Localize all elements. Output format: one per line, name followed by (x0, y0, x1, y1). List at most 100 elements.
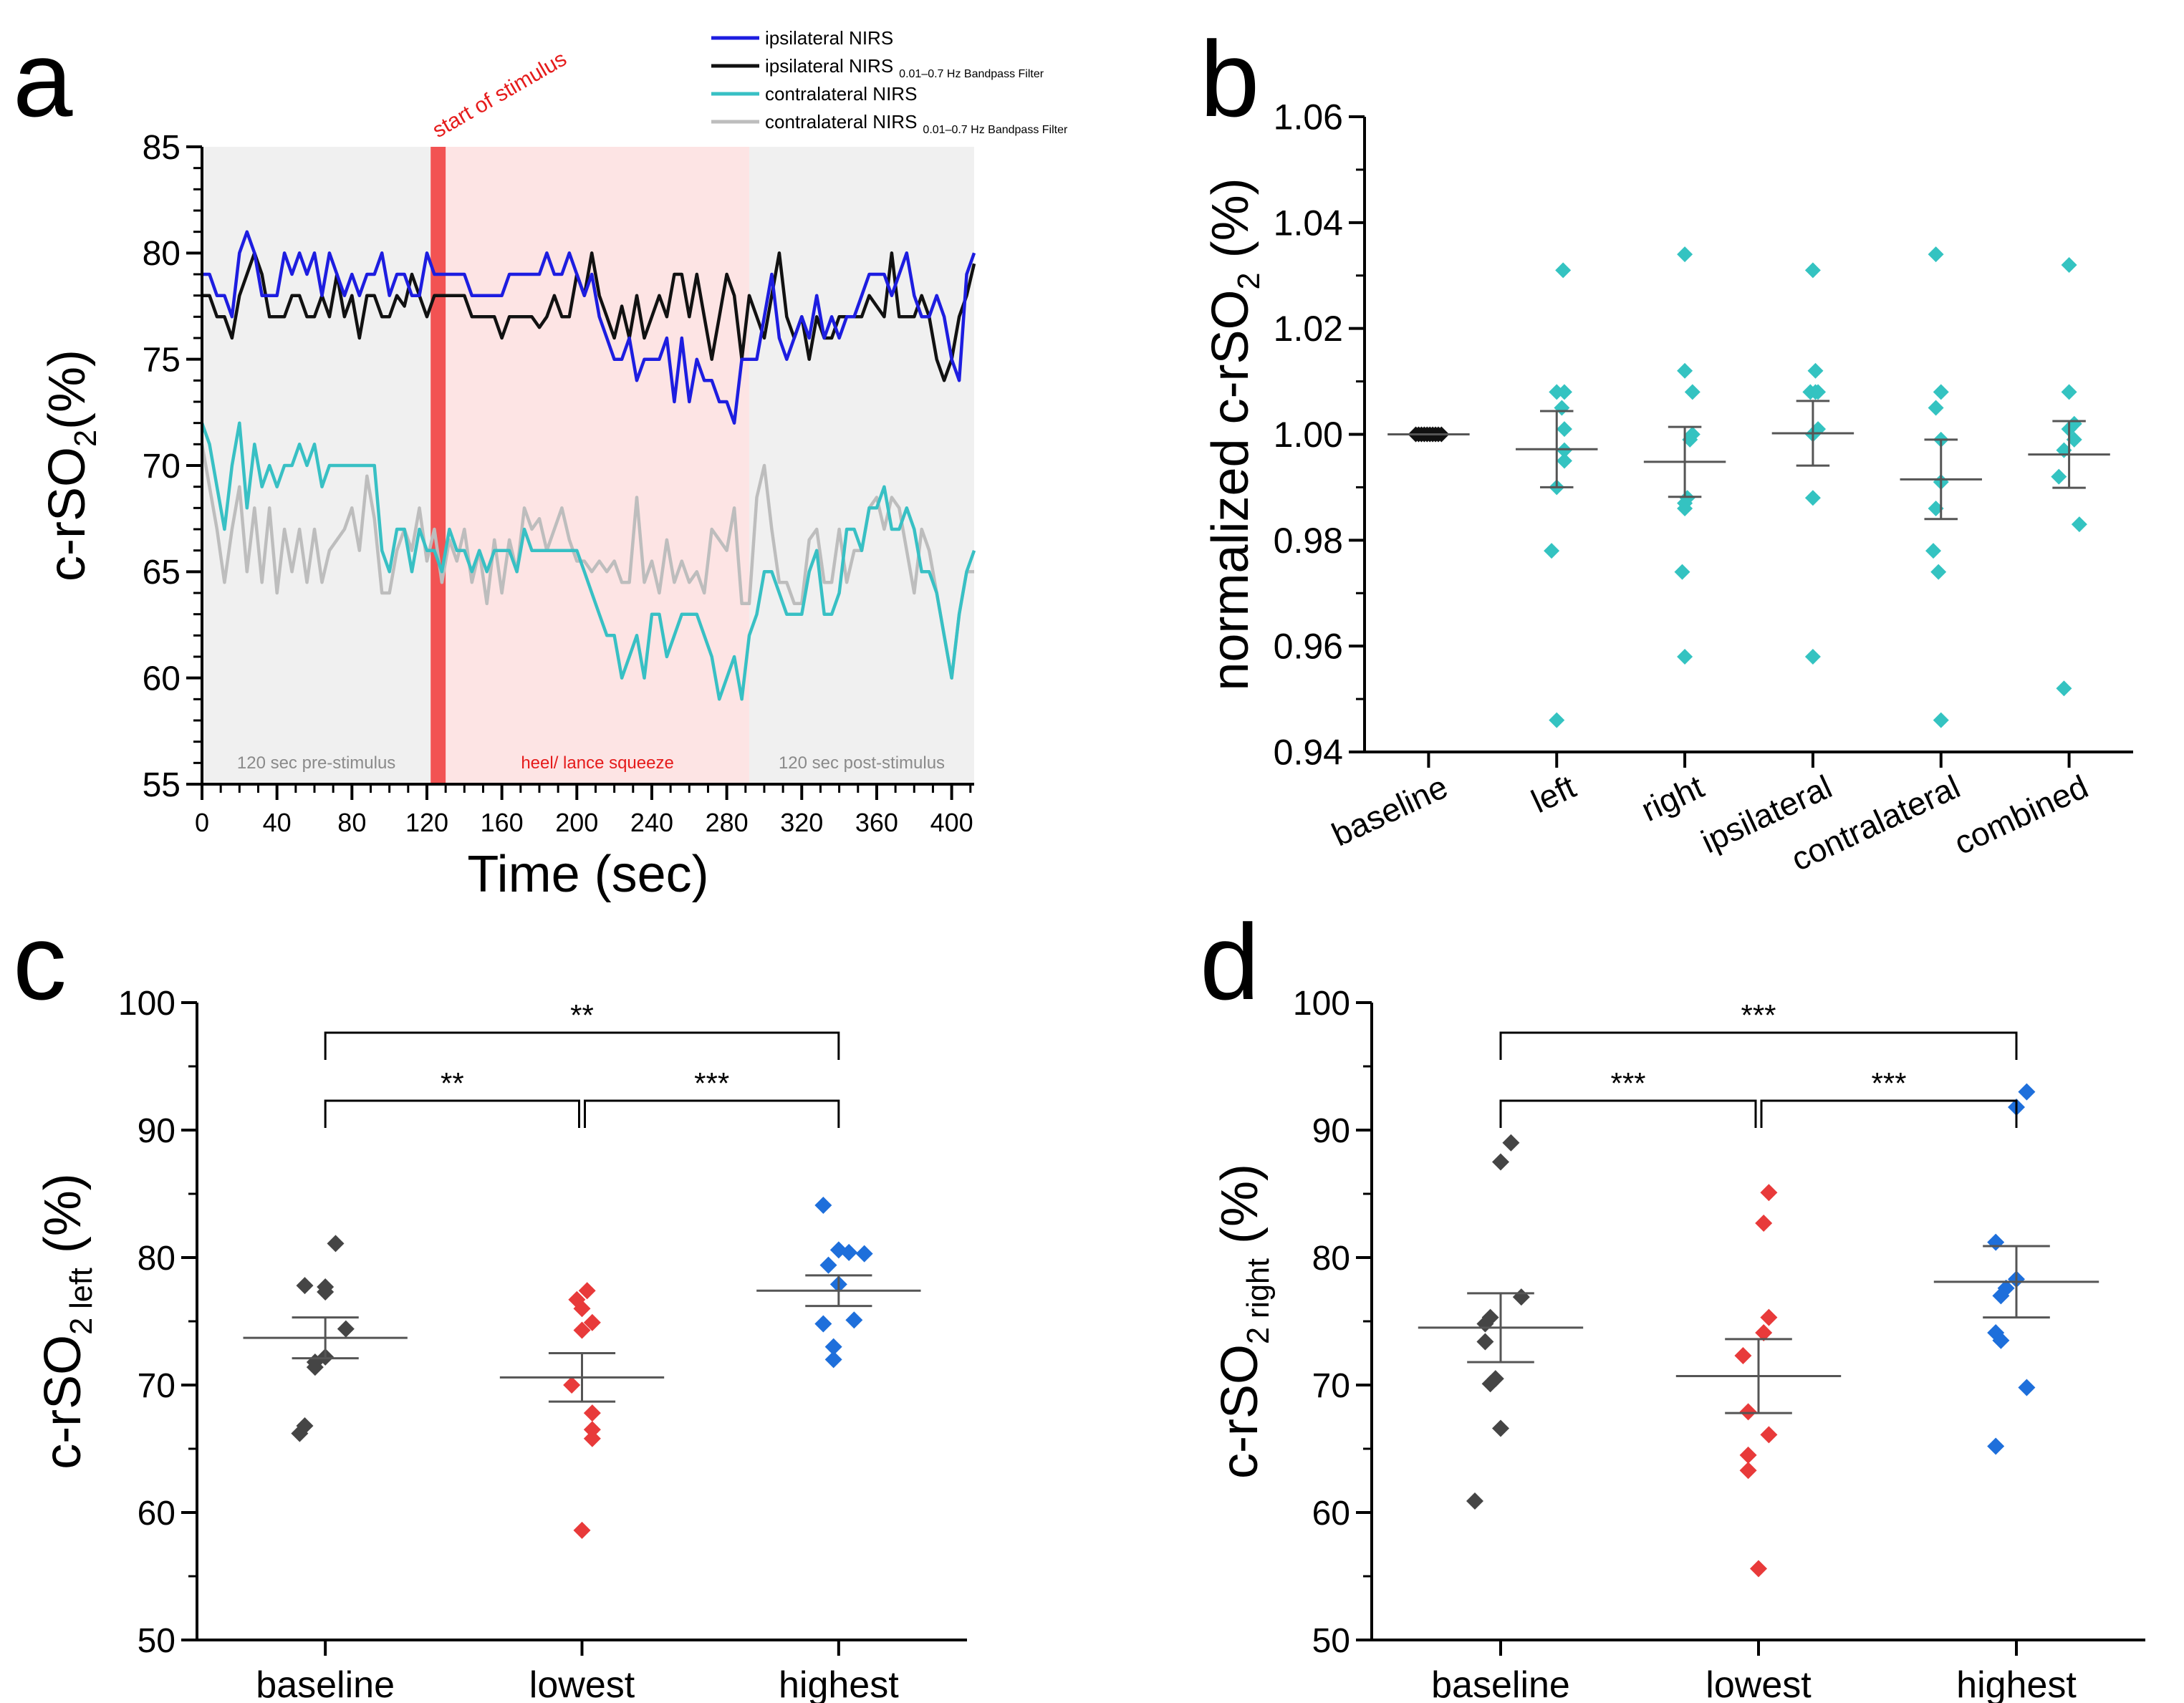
c-y-axis-title-rest: (%) (34, 1173, 92, 1268)
b-point-combined (2061, 256, 2077, 273)
d-point-lowest (1755, 1324, 1773, 1342)
c-y-tick-label: 70 (138, 1367, 175, 1405)
b-point-combined (2071, 516, 2087, 533)
a-y-axis-title-main: c-rSO (39, 447, 96, 582)
c-point-baseline (317, 1283, 335, 1301)
b-point-combined (2066, 431, 2082, 448)
c-significance-label-2: *** (694, 1066, 729, 1100)
c-y-tick-label: 90 (138, 1112, 175, 1150)
legend-label-2: contralateral NIRS (765, 83, 917, 105)
c-point-highest (840, 1243, 858, 1261)
b-y-tick-label: 1.02 (1274, 309, 1343, 349)
b-y-tick-label: 0.94 (1274, 733, 1343, 773)
c-point-highest (814, 1315, 832, 1333)
d-significance-bracket-2 (1760, 1099, 2018, 1128)
d-x-tick-label: baseline (1431, 1664, 1570, 1703)
b-point-right (1684, 384, 1700, 400)
b-point-ipsilateral (1804, 648, 1821, 665)
c-point-lowest (573, 1321, 591, 1339)
b-point-ipsilateral (1807, 362, 1824, 379)
a-y-tick-label: 55 (143, 766, 181, 804)
d-significance-bracket-0 (1499, 1031, 2018, 1060)
b-point-ipsilateral (1804, 490, 1821, 506)
b-x-tick-label: right (1635, 768, 1709, 829)
c-y-tick-label: 80 (138, 1240, 175, 1278)
b-x-tick-label: left (1526, 768, 1582, 820)
b-point-contralateral (1933, 712, 1949, 728)
d-x-tick-label: highest (1956, 1664, 2077, 1703)
c-point-lowest (583, 1421, 601, 1439)
b-y-tick-label: 1.06 (1274, 97, 1343, 138)
b-y-axis-title-sub: 2 (1232, 272, 1266, 289)
c-point-lowest (583, 1313, 601, 1331)
stimulus-bar (430, 147, 446, 784)
c-significance-bracket-2 (584, 1099, 840, 1128)
c-significance-label-1: ** (441, 1066, 464, 1100)
c-point-highest (855, 1245, 873, 1263)
d-point-baseline (1502, 1134, 1520, 1152)
b-point-left (1556, 384, 1572, 400)
series-line-0 (200, 443, 974, 680)
series-line-1 (200, 421, 976, 701)
d-significance-label-1: *** (1610, 1066, 1645, 1100)
a-y-tick-label: 60 (143, 660, 181, 698)
b-point-contralateral (1928, 246, 1944, 263)
c-y-tick-label: 50 (138, 1622, 175, 1660)
d-significance-label-0: *** (1741, 998, 1776, 1032)
b-point-right (1674, 564, 1690, 580)
a-x-tick-label: 200 (555, 808, 598, 837)
d-point-highest (1987, 1437, 2005, 1455)
c-y-axis-title-main: c-rSO (34, 1335, 92, 1470)
d-y-tick-label: 70 (1312, 1367, 1350, 1405)
c-point-baseline (327, 1235, 345, 1253)
a-x-tick-label: 320 (780, 808, 823, 837)
a-y-axis-title: c-rSO2(%) (39, 349, 103, 582)
c-point-lowest (573, 1521, 591, 1539)
c-point-highest (845, 1311, 863, 1329)
c-point-lowest (573, 1300, 591, 1318)
b-point-contralateral (1928, 400, 1944, 416)
d-point-highest (2018, 1379, 2036, 1396)
c-y-axis-title: c-rSO2 left (%) (34, 1173, 99, 1470)
region-label-0: 120 sec pre-stimulus (237, 753, 395, 773)
b-point-right (1677, 362, 1693, 379)
b-point-left (1544, 543, 1560, 559)
c-point-lowest (583, 1429, 601, 1447)
d-y-tick-label: 80 (1312, 1240, 1350, 1278)
a-y-tick-label: 65 (143, 554, 181, 592)
b-point-contralateral (1933, 384, 1949, 400)
b-x-tick-label: baseline (1326, 768, 1453, 854)
d-point-lowest (1760, 1184, 1778, 1202)
panel-label-c: c (13, 902, 67, 1022)
c-point-baseline (296, 1277, 314, 1295)
d-point-baseline (1481, 1375, 1499, 1393)
c-point-lowest (583, 1404, 601, 1422)
c-point-highest (824, 1338, 842, 1356)
panel-d: 50 60 70 80 90 100 baseline lowest highest *** ***… (1211, 985, 2145, 1703)
region-label-2: 120 sec post-stimulus (779, 753, 945, 773)
a-x-tick-label: 400 (930, 808, 973, 837)
d-point-baseline (1512, 1288, 1530, 1306)
a-x-axis-title: Time (sec) (467, 846, 708, 903)
b-y-axis-title-main: normalized c-rSO (1202, 289, 1259, 690)
a-x-tick-label: 120 (405, 808, 448, 837)
d-point-baseline (1492, 1153, 1509, 1171)
d-point-highest (2018, 1083, 2036, 1101)
b-point-right (1677, 246, 1693, 263)
b-y-tick-label: 0.98 (1274, 521, 1343, 561)
b-y-axis-title: normalized c-rSO2 (%) (1202, 178, 1266, 690)
a-y-tick-label: 70 (143, 448, 181, 486)
c-y-tick-label: 100 (118, 985, 175, 1023)
b-point-combined (2056, 680, 2072, 697)
b-point-contralateral (1925, 543, 1942, 559)
c-point-baseline (291, 1424, 309, 1442)
d-y-tick-label: 100 (1293, 985, 1350, 1023)
c-x-tick-label: lowest (529, 1664, 635, 1703)
b-point-right (1682, 431, 1698, 448)
a-y-tick-label: 75 (143, 341, 181, 379)
d-point-highest (1992, 1331, 2010, 1349)
panel-label-d: d (1200, 902, 1259, 1022)
legend-label-0: ipsilateral NIRS (765, 27, 893, 49)
d-point-lowest (1750, 1560, 1767, 1578)
